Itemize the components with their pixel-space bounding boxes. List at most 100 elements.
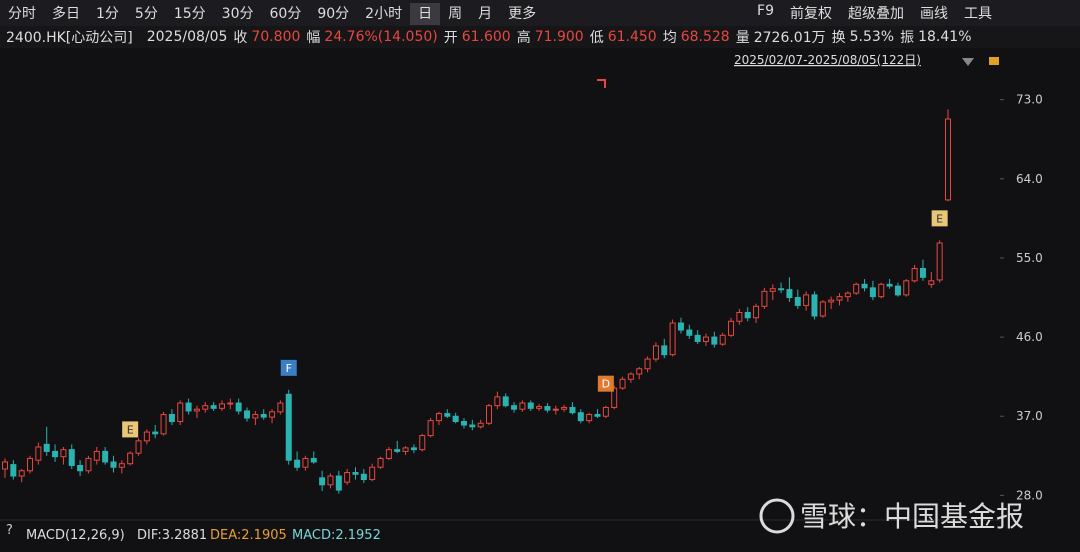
tool[interactable]: 工具 (964, 6, 992, 22)
candle-body (85, 457, 92, 472)
candle-body (661, 345, 668, 356)
macd-val: MACD:2.1952 (292, 528, 381, 543)
candle-body (652, 345, 659, 360)
candle-body (327, 475, 334, 486)
macd-dea: DEA:2.1905 (210, 528, 287, 543)
y-tick-label: 73.0 (1016, 93, 1043, 107)
field-value: 70.800 (251, 29, 301, 45)
candle-body (402, 447, 409, 452)
tab[interactable]: 30分 (221, 6, 254, 22)
candle-body (869, 287, 876, 298)
candle-body (794, 297, 801, 306)
candle-body (936, 242, 943, 281)
candle-body (68, 449, 75, 466)
field-value: 5.53% (849, 29, 895, 45)
dropdown[interactable] (962, 58, 974, 66)
candle-body (844, 292, 851, 298)
marker-label: E (936, 212, 943, 225)
tab[interactable]: 15分 (173, 6, 206, 22)
marker (280, 359, 297, 376)
candle-body (611, 387, 618, 408)
candle-body (894, 285, 901, 296)
tab[interactable]: 多日 (52, 6, 80, 22)
candle-body (2, 461, 8, 470)
candle-body (202, 405, 209, 410)
candle-body (210, 405, 217, 409)
field-label: 幅 (306, 30, 321, 46)
candle-body (636, 368, 643, 375)
candle-body (43, 443, 50, 452)
candle-body (544, 406, 551, 411)
candle-body (903, 280, 910, 296)
candle-body (536, 406, 543, 409)
candle-body (561, 406, 568, 410)
tab[interactable]: 2小时 (365, 6, 403, 22)
candle-body (227, 402, 234, 405)
candle-body (60, 449, 67, 458)
tab[interactable]: 日 (410, 3, 441, 25)
candle-body (77, 464, 84, 472)
tool[interactable]: 超级叠加 (848, 6, 904, 22)
candle-body (102, 450, 109, 463)
tab[interactable]: 更多 (508, 6, 537, 22)
tool[interactable]: 画线 (920, 6, 948, 22)
candle-body (828, 299, 835, 303)
candle-body (511, 405, 518, 410)
marker-label: F (286, 362, 292, 375)
candle-body (352, 472, 359, 475)
tab[interactable]: 5分 (134, 6, 158, 22)
tab[interactable]: 月 (478, 6, 493, 22)
candle-body (569, 406, 576, 414)
tab[interactable]: 90分 (317, 6, 350, 22)
candle-body (644, 358, 651, 370)
candle-body (244, 410, 251, 419)
date: 2025/08/05 (146, 29, 228, 45)
date-range: 2025/02/07-2025/08/05(122日) (734, 53, 921, 67)
macd-dif: DIF:3.2881 (137, 528, 207, 543)
candle-body (285, 393, 292, 461)
candle-body (377, 457, 384, 468)
macd-name: MACD(12,26,9) (26, 528, 125, 543)
tab[interactable]: 分时 (8, 6, 36, 22)
candle-body (552, 408, 559, 411)
candle-body (502, 396, 509, 407)
candle-body (677, 322, 684, 331)
candle-body (919, 267, 926, 278)
field-label: 振 (900, 30, 915, 46)
field-label: 收 (233, 30, 248, 46)
tool[interactable]: F9 (757, 3, 774, 19)
candle-body (435, 413, 442, 422)
candle-body (928, 280, 935, 285)
candle-body (878, 283, 885, 298)
candle-body (294, 459, 301, 468)
candle-body (853, 283, 860, 294)
candle-body (310, 457, 317, 463)
candle-body (945, 118, 951, 201)
tool[interactable]: 前复权 (790, 6, 832, 22)
tab[interactable]: 周 (448, 6, 463, 22)
tabs: 分时 多日 1分 5分 15分 30分 60分 90分 2小时日周月更多 (0, 3, 544, 25)
candle-body (911, 267, 918, 282)
candle-body (410, 447, 417, 451)
candle-body (836, 296, 843, 301)
candle-body (669, 322, 676, 356)
lock[interactable] (989, 57, 999, 65)
field-value: 68.528 (680, 29, 730, 45)
candle-body (803, 294, 810, 306)
field-value: 61.600 (461, 29, 511, 45)
tab[interactable]: 60分 (269, 6, 302, 22)
candle-body (110, 461, 117, 468)
candle-body (702, 336, 709, 342)
candle-body (419, 435, 426, 451)
candle-body (594, 413, 601, 417)
field-label: 高 (516, 30, 531, 46)
tab[interactable]: 1分 (96, 6, 119, 22)
field-value: 24.76%(14.050) (324, 29, 438, 45)
code: 2400.HK[心动公司] (6, 30, 133, 46)
marker (597, 375, 614, 392)
candle-body (35, 446, 42, 461)
field-label: 低 (589, 30, 604, 46)
candle-body (160, 413, 167, 435)
macd-help[interactable]: ? (6, 523, 13, 538)
